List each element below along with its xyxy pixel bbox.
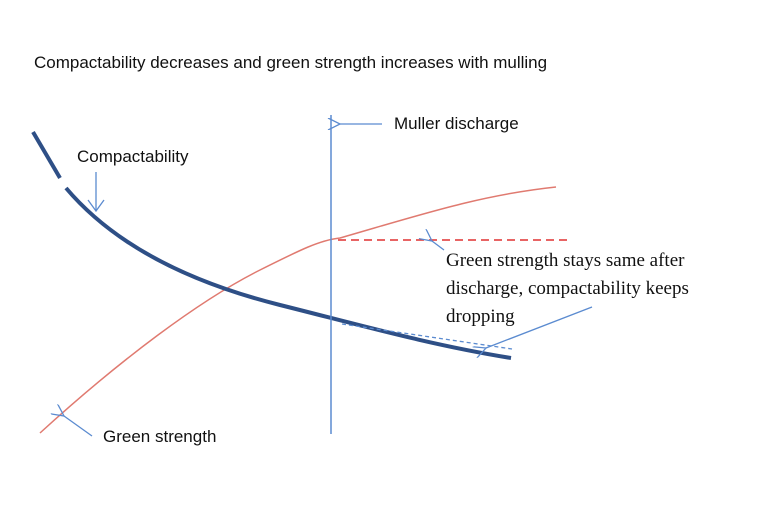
compactability-curve xyxy=(64,186,512,360)
green-strength-curve xyxy=(39,186,557,434)
compactability-curve-start xyxy=(31,130,62,180)
annotation-line: Green strength stays same after xyxy=(446,250,685,271)
discharge-label: Muller discharge xyxy=(394,114,519,133)
compactability-dashed xyxy=(341,323,513,350)
annotation-arrow xyxy=(486,306,593,348)
compactability-arrowhead xyxy=(87,199,105,213)
green-strength-arrow xyxy=(64,416,93,437)
annotation-line: dropping xyxy=(446,306,515,327)
annotation-arrow-top xyxy=(432,241,445,251)
title: Compactability decreases and green stren… xyxy=(34,53,547,72)
annotation-line: discharge, compactability keeps xyxy=(446,278,689,299)
compactability-label: Compactability xyxy=(77,147,189,166)
green-strength-label: Green strength xyxy=(103,427,216,446)
